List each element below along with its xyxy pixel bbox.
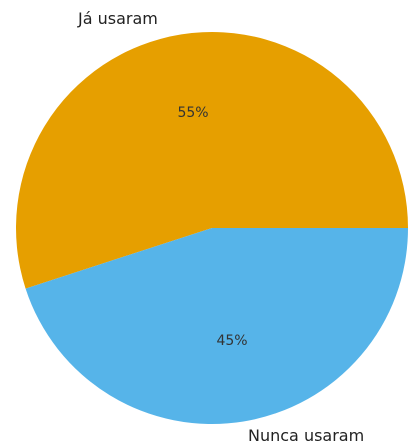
slice-percent-label-2: 45% <box>216 333 247 349</box>
pie-slices <box>15 31 408 424</box>
slice-percent-label-1: 55% <box>177 105 208 121</box>
pie-slice-2 <box>25 228 408 424</box>
slice-category-label-1: Já usaram <box>77 9 158 28</box>
pie-labels: Já usaram 55% Nunca usaram 45% <box>77 9 364 445</box>
pie-slice-1 <box>15 31 408 289</box>
slice-category-label-2: Nunca usaram <box>248 426 364 445</box>
